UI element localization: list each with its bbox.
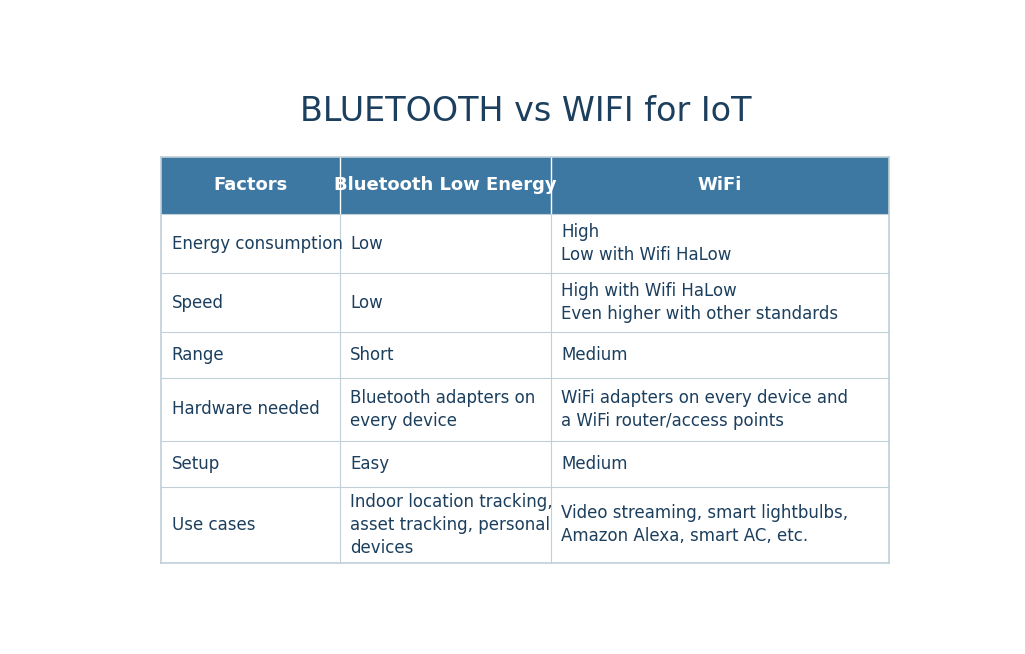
Text: Medium: Medium [561, 455, 627, 473]
Text: Video streaming, smart lightbulbs,
Amazon Alexa, smart AC, etc.: Video streaming, smart lightbulbs, Amazo… [561, 504, 849, 545]
Text: Speed: Speed [172, 294, 223, 312]
Bar [162, 156, 889, 215]
Text: Bluetooth Low Energy: Bluetooth Low Energy [334, 177, 557, 194]
Bar [162, 378, 889, 441]
Bar [162, 273, 889, 332]
Bar [162, 487, 889, 563]
Text: BLUETOOTH vs WIFI for IoT: BLUETOOTH vs WIFI for IoT [299, 95, 751, 128]
Text: Short: Short [351, 346, 395, 364]
Text: Easy: Easy [351, 455, 390, 473]
Text: Medium: Medium [561, 346, 627, 364]
Text: Low: Low [351, 294, 383, 312]
Text: Hardware needed: Hardware needed [172, 400, 320, 419]
Text: Indoor location tracking,
asset tracking, personal
devices: Indoor location tracking, asset tracking… [351, 493, 552, 557]
Text: Setup: Setup [172, 455, 220, 473]
Bar [162, 332, 889, 378]
Text: WiFi adapters on every device and
a WiFi router/access points: WiFi adapters on every device and a WiFi… [561, 389, 848, 430]
Text: Low: Low [351, 235, 383, 253]
Bar [162, 215, 889, 273]
Text: WiFi: WiFi [698, 177, 742, 194]
Text: Bluetooth adapters on
every device: Bluetooth adapters on every device [351, 389, 535, 430]
Text: High
Low with Wifi HaLow: High Low with Wifi HaLow [561, 224, 732, 264]
Text: Factors: Factors [213, 177, 288, 194]
Text: Use cases: Use cases [172, 516, 255, 534]
Text: High with Wifi HaLow
Even higher with other standards: High with Wifi HaLow Even higher with ot… [561, 283, 838, 323]
Text: Range: Range [172, 346, 224, 364]
Text: Energy consumption: Energy consumption [172, 235, 342, 253]
Bar [162, 441, 889, 487]
